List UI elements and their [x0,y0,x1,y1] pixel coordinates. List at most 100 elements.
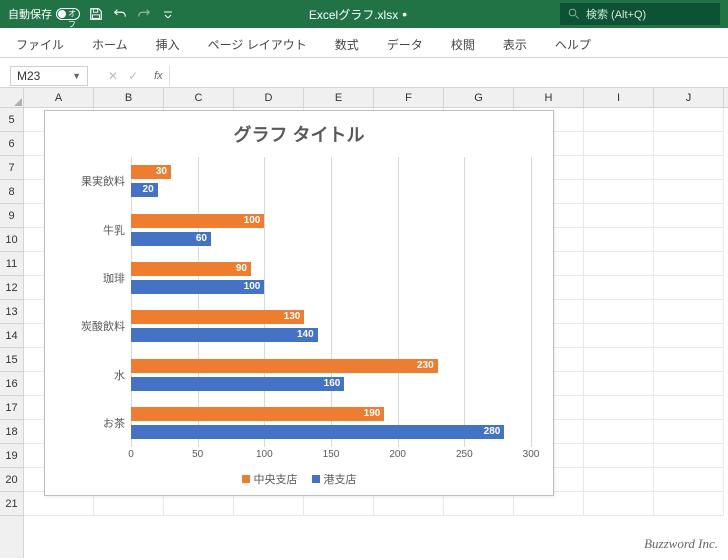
bar[interactable]: 190 [131,407,384,421]
bar[interactable]: 100 [131,214,264,228]
cell[interactable] [584,468,654,492]
bar[interactable]: 140 [131,328,318,342]
cell[interactable] [654,228,724,252]
cell[interactable] [584,444,654,468]
ribbon-tab[interactable]: 校閲 [451,32,475,57]
qat-dropdown-icon[interactable] [160,6,176,22]
cell[interactable] [654,492,724,516]
bar[interactable]: 60 [131,232,211,246]
row-header[interactable]: 11 [0,252,23,276]
cell[interactable] [654,372,724,396]
legend[interactable]: 中央支店港支店 [45,471,553,487]
ribbon-tab[interactable]: ホーム [92,32,128,57]
cell[interactable] [654,420,724,444]
save-icon[interactable] [88,6,104,22]
bar[interactable]: 20 [131,183,158,197]
spreadsheet-grid[interactable]: ABCDEFGHIJ 56789101112131415161718192021… [0,88,728,558]
row-header[interactable]: 16 [0,372,23,396]
cell[interactable] [584,300,654,324]
ribbon-tab[interactable]: 表示 [503,32,527,57]
cell[interactable] [584,204,654,228]
row-header[interactable]: 17 [0,396,23,420]
fx-icon[interactable]: fx [154,70,163,82]
row-header[interactable]: 14 [0,324,23,348]
cell[interactable] [584,132,654,156]
cell[interactable] [584,228,654,252]
ribbon-tab[interactable]: 挿入 [156,32,180,57]
cell[interactable] [654,444,724,468]
column-header[interactable]: C [164,88,234,107]
cell[interactable] [654,348,724,372]
cell[interactable] [654,300,724,324]
cell[interactable] [584,492,654,516]
formula-bar[interactable] [169,66,728,86]
ribbon-tab[interactable]: ヘルプ [555,32,591,57]
bar[interactable]: 130 [131,310,304,324]
autosave-toggle[interactable]: 自動保存 オフ [8,6,80,22]
ribbon-tab[interactable]: データ [387,32,423,57]
column-header[interactable]: G [444,88,514,107]
cancel-formula-icon[interactable]: ✕ [108,69,118,83]
bar[interactable]: 90 [131,262,251,276]
cell[interactable] [584,252,654,276]
redo-icon[interactable] [136,6,152,22]
cell[interactable] [584,348,654,372]
cell[interactable] [584,108,654,132]
cell[interactable] [584,276,654,300]
column-header[interactable]: F [374,88,444,107]
cell[interactable] [654,276,724,300]
accept-formula-icon[interactable]: ✓ [128,69,138,83]
column-header[interactable]: I [584,88,654,107]
cell[interactable] [654,324,724,348]
cell[interactable] [584,324,654,348]
bar[interactable]: 280 [131,425,504,439]
chart[interactable]: グラフ タイトル 果実飲料3020牛乳10060珈琲90100炭酸飲料13014… [44,110,554,496]
row-header[interactable]: 7 [0,156,23,180]
undo-icon[interactable] [112,6,128,22]
legend-item[interactable]: 港支店 [312,471,357,487]
cell[interactable] [654,204,724,228]
bar[interactable]: 100 [131,280,264,294]
cell[interactable] [654,132,724,156]
column-header[interactable]: E [304,88,374,107]
chart-title[interactable]: グラフ タイトル [45,121,553,147]
toggle-track[interactable]: オフ [56,8,80,20]
cell[interactable] [654,108,724,132]
row-header[interactable]: 9 [0,204,23,228]
name-box[interactable]: M23 ▼ [10,66,88,86]
select-all-button[interactable] [0,88,24,108]
bar[interactable]: 230 [131,359,438,373]
bar[interactable]: 160 [131,377,344,391]
cell[interactable] [584,372,654,396]
row-header[interactable]: 21 [0,492,23,516]
row-header[interactable]: 12 [0,276,23,300]
row-header[interactable]: 5 [0,108,23,132]
row-header[interactable]: 18 [0,420,23,444]
column-header[interactable]: D [234,88,304,107]
row-header[interactable]: 15 [0,348,23,372]
row-header[interactable]: 20 [0,468,23,492]
bar[interactable]: 30 [131,165,171,179]
cell[interactable] [654,468,724,492]
column-header[interactable]: A [24,88,94,107]
cell[interactable] [584,396,654,420]
cell[interactable] [654,252,724,276]
row-header[interactable]: 6 [0,132,23,156]
cell[interactable] [584,156,654,180]
column-header[interactable]: B [94,88,164,107]
chevron-down-icon[interactable]: ▼ [72,71,81,81]
cell[interactable] [654,396,724,420]
column-header[interactable]: J [654,88,724,107]
column-header[interactable]: H [514,88,584,107]
search-input[interactable]: 検索 (Alt+Q) [560,3,720,25]
ribbon-tab[interactable]: 数式 [335,32,359,57]
row-header[interactable]: 19 [0,444,23,468]
cell[interactable] [584,420,654,444]
ribbon-tab[interactable]: ファイル [16,32,64,57]
cell[interactable] [654,156,724,180]
ribbon-tab[interactable]: ページ レイアウト [208,32,307,57]
cell[interactable] [584,180,654,204]
row-header[interactable]: 13 [0,300,23,324]
cell[interactable] [654,180,724,204]
row-header[interactable]: 10 [0,228,23,252]
